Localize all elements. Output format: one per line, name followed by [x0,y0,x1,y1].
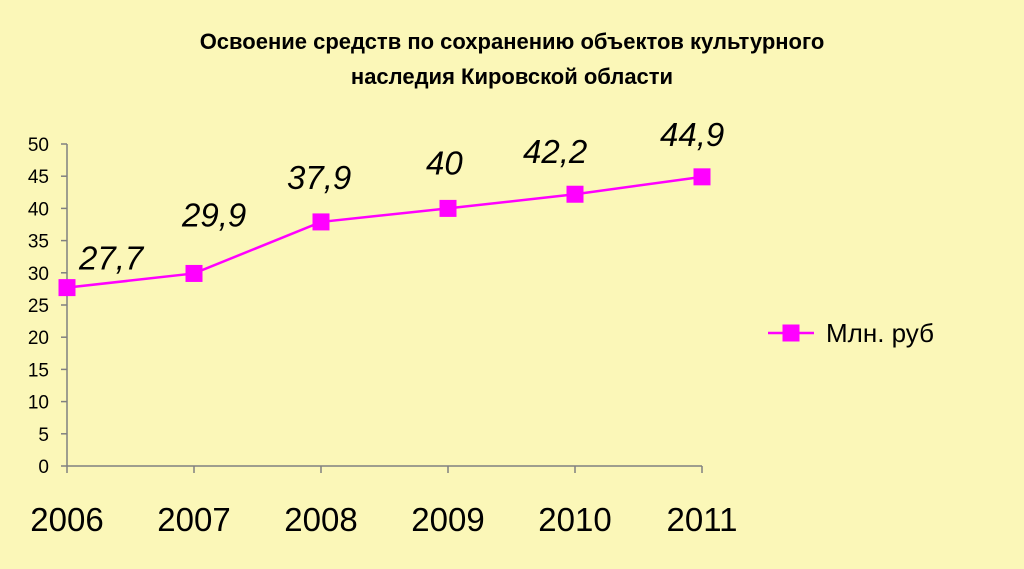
legend-marker [782,324,800,342]
y-tick-label: 20 [28,328,49,349]
y-tick-label: 10 [28,393,49,414]
x-tick-label: 2009 [411,501,484,538]
data-point-marker [185,264,203,282]
data-label: 27,7 [78,240,145,277]
y-tick-label: 40 [28,199,49,220]
data-point-marker [693,168,711,186]
data-label: 42,2 [523,133,587,170]
data-label: 40 [426,144,463,181]
x-axis-ticks: 2006 2007 2008 2009 2010 2011 [30,466,737,538]
y-tick-label: 50 [28,135,49,156]
data-point-marker [566,185,584,203]
y-tick-label: 30 [28,264,49,285]
x-tick-label: 2007 [157,501,230,538]
x-tick-label: 2006 [30,501,103,538]
y-tick-label: 5 [38,425,49,446]
chart-title-line-2: наследия Кировской области [351,64,673,89]
data-point-marker [58,279,76,297]
y-tick-label: 25 [28,296,49,317]
data-label: 37,9 [287,159,351,196]
data-labels: 27,7 29,9 37,9 40 42,2 44,9 [78,116,724,277]
y-tick-label: 15 [28,360,49,381]
series-line [66,175,703,289]
chart-title: Освоение средств по сохранению объектов … [200,29,825,89]
series-mln-rub [58,168,711,297]
y-axis-ticks: 0 5 10 15 20 25 30 35 40 45 50 [28,135,67,478]
axes [66,144,702,467]
legend-label: Млн. руб [826,318,934,348]
x-tick-label: 2008 [284,501,357,538]
data-point-marker [439,199,457,217]
legend: Млн. руб [768,318,934,348]
data-label: 44,9 [660,116,724,153]
y-tick-label: 0 [38,457,49,478]
x-tick-label: 2010 [538,501,611,538]
y-tick-label: 45 [28,167,49,188]
data-point-marker [312,213,330,231]
data-label: 29,9 [181,196,246,233]
x-tick-label: 2011 [667,501,738,538]
y-tick-label: 35 [28,232,49,253]
chart-title-line-1: Освоение средств по сохранению объектов … [200,29,825,54]
